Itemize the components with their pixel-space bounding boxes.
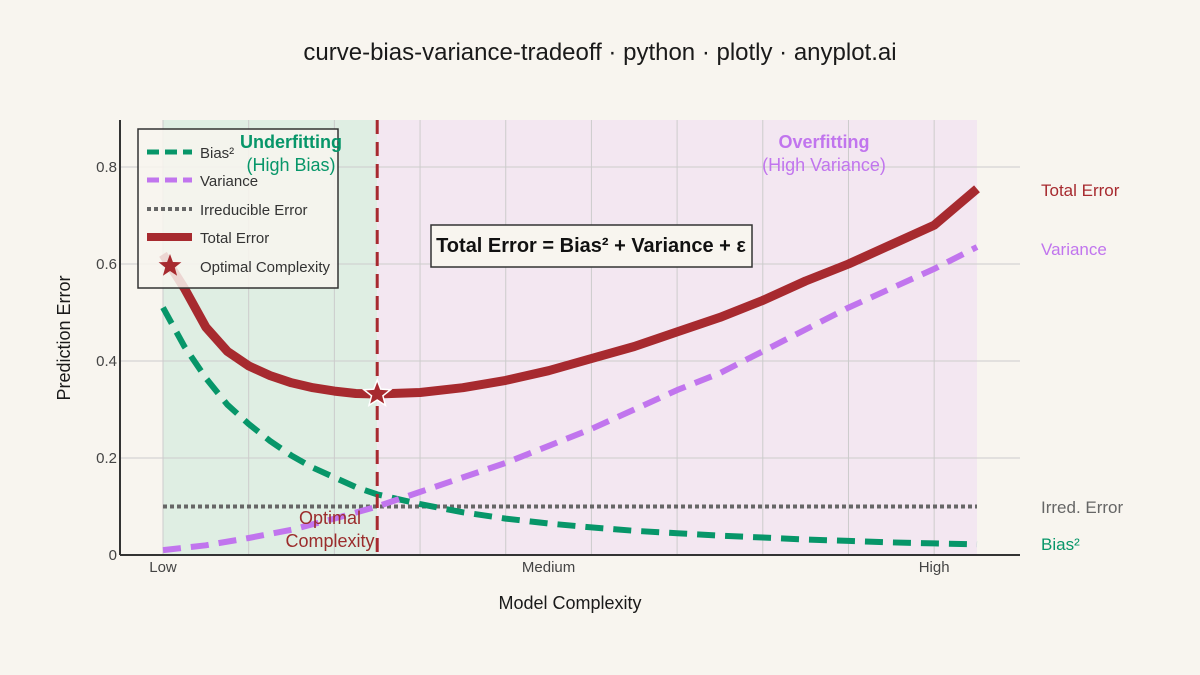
legend-label-optimal: Optimal Complexity [200,259,331,276]
end-label-total: Total Error [1041,181,1120,200]
overfitting-sublabel: (High Variance) [762,155,886,175]
end-label-bias: Bias² [1041,535,1080,554]
chart-title: curve-bias-variance-tradeoff · python · … [303,39,896,66]
x-tick-label: High [919,559,950,576]
series-layer [159,185,980,554]
y-tick-label: 0 [109,547,117,564]
underfitting-sublabel: (High Bias) [246,155,335,175]
equation-text: Total Error = Bias² + Variance + ε [436,235,746,257]
y-tick-label: 0.2 [96,450,117,467]
end-label-irreducible: Irred. Error [1041,498,1124,517]
legend-star-icon [158,254,182,276]
legend: Bias² Variance Irreducible Error Total E… [137,128,339,289]
end-label-variance: Variance [1041,240,1107,259]
overfitting-label: Overfitting [778,132,869,152]
end-labels-layer: Bias² Variance Irred. Error Total Error [1041,181,1124,554]
x-tick-label: Low [149,559,177,576]
x-axis-title: Model Complexity [498,593,641,613]
optimal-label-line1: Optimal [299,508,361,528]
variance-line [162,244,979,554]
total-error-line [159,185,980,399]
legend-label-irreducible: Irreducible Error [200,202,308,219]
marker-layer [361,120,393,555]
y-tick-label: 0.8 [96,159,117,176]
ticks-layer: 0 0.2 0.4 0.6 0.8 Low Medium High [96,159,949,576]
x-tick-label: Medium [522,559,575,576]
equation-box: Total Error = Bias² + Variance + ε [430,224,753,268]
legend-label-total: Total Error [200,230,269,247]
legend-label-bias: Bias² [200,145,234,162]
axes-layer [119,120,1020,556]
underfitting-label: Underfitting [240,132,342,152]
optimal-label-line2: Complexity [285,531,374,551]
y-axis-title: Prediction Error [54,275,74,400]
legend-label-variance: Variance [200,173,258,190]
y-tick-label: 0.4 [96,353,117,370]
y-tick-label: 0.6 [96,256,117,273]
optimal-point-star-icon [361,377,393,407]
bias-line [160,306,978,548]
